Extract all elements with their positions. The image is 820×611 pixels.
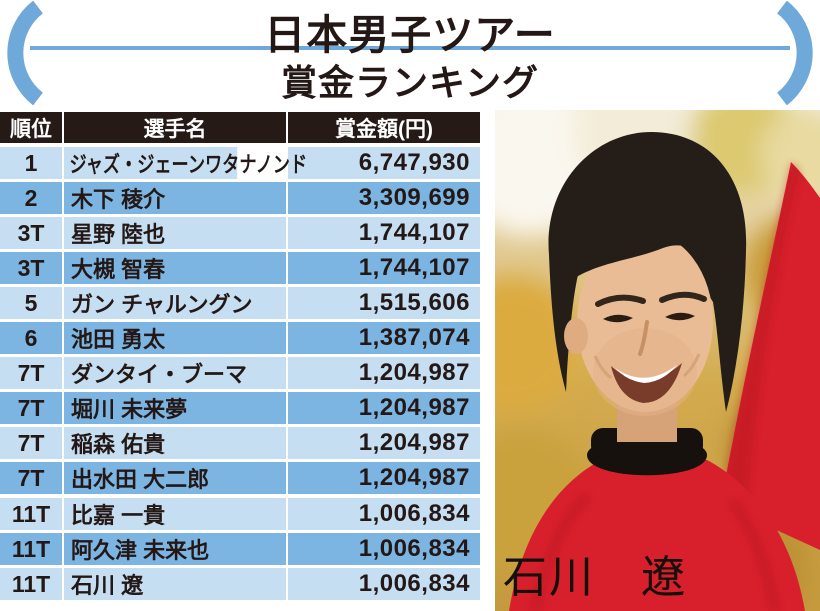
table-row: 11T 石川 遼 1,006,834 [0,568,480,600]
amount-cell: 1,515,606 [288,287,480,319]
page-subtitle: 賞金ランキング [281,62,539,103]
rank-cell: 5 [0,287,62,319]
rank-cell: 3T [0,252,62,284]
ranking-table-body: 1 ジャズ・ジェーンワタナノンド 6,747,930 2 木下 稜介 3,309… [0,147,480,600]
title-divider-rule [30,46,790,50]
rank-cell: 7T [0,427,62,459]
name-cell: 大槻 智春 [64,252,286,284]
amount-cell: 1,006,834 [288,568,480,600]
column-header-prize: 賞金額(円) [288,112,480,143]
name-cell: 星野 陸也 [64,217,286,249]
table-row: 7T 稲森 佑貴 1,204,987 [0,427,480,459]
table-row: 7T 出水田 大二郎 1,204,987 [0,462,480,494]
amount-cell: 1,204,987 [288,427,480,459]
table-row: 11T 阿久津 未来也 1,006,834 [0,533,480,565]
name-cell: 木下 稜介 [64,182,286,214]
column-header-rank: 順位 [0,112,62,143]
amount-cell: 1,006,834 [288,533,480,565]
table-row: 5 ガン チャルングン 1,515,606 [0,287,480,319]
table-row: 6 池田 勇太 1,387,074 [0,322,480,354]
table-row: 1 ジャズ・ジェーンワタナノンド 6,747,930 [0,147,480,179]
name-cell: 稲森 佑貴 [64,427,286,459]
amount-cell: 1,204,987 [288,462,480,494]
amount-cell: 1,744,107 [288,217,480,249]
amount-cell: 1,204,987 [288,357,480,389]
rank-cell: 7T [0,392,62,424]
right-bracket-icon [776,1,813,105]
table-header-row: 順位 選手名 賞金額(円) [0,112,480,143]
masthead: 日本男子ツアー 賞金ランキング [0,0,820,110]
page-title: 日本男子ツアー [264,12,556,58]
table-row: 11T 比嘉 一貴 1,006,834 [0,498,480,530]
player-photo: 石川 遼 [495,110,820,611]
photo-caption: 石川 遼 [503,553,687,602]
table-row: 3T 大槻 智春 1,744,107 [0,252,480,284]
table-row: 7T 堀川 未来夢 1,204,987 [0,392,480,424]
name-cell: 池田 勇太 [64,322,286,354]
rank-cell: 1 [0,147,62,179]
rank-cell: 3T [0,217,62,249]
name-cell: ダンタイ・ブーマ [64,357,286,389]
name-cell: ジャズ・ジェーンワタナノンド [64,147,307,179]
rank-cell: 7T [0,462,62,494]
rank-cell: 11T [0,498,62,530]
ranking-table: 順位 選手名 賞金額(円) 1 ジャズ・ジェーンワタナノンド 6,747,930… [0,112,480,603]
rank-cell: 11T [0,568,62,600]
rank-cell: 6 [0,322,62,354]
photo-illustration [495,110,820,611]
amount-cell: 6,747,930 [288,147,480,179]
amount-cell: 1,744,107 [288,252,480,284]
amount-cell: 1,204,987 [288,392,480,424]
amount-cell: 1,387,074 [288,322,480,354]
name-cell: 堀川 未来夢 [64,392,286,424]
amount-cell: 1,006,834 [288,498,480,530]
table-row: 7T ダンタイ・ブーマ 1,204,987 [0,357,480,389]
name-cell: 石川 遼 [64,568,286,600]
name-cell: 比嘉 一貴 [64,498,286,530]
table-row: 3T 星野 陸也 1,744,107 [0,217,480,249]
amount-cell: 3,309,699 [288,182,480,214]
rank-cell: 7T [0,357,62,389]
rank-cell: 11T [0,533,62,565]
table-row: 2 木下 稜介 3,309,699 [0,182,480,214]
name-cell: 阿久津 未来也 [64,533,286,565]
left-bracket-icon [7,1,44,105]
name-cell: ガン チャルングン [64,287,286,319]
name-cell: 出水田 大二郎 [64,462,286,494]
rank-cell: 2 [0,182,62,214]
column-header-player: 選手名 [64,112,286,143]
